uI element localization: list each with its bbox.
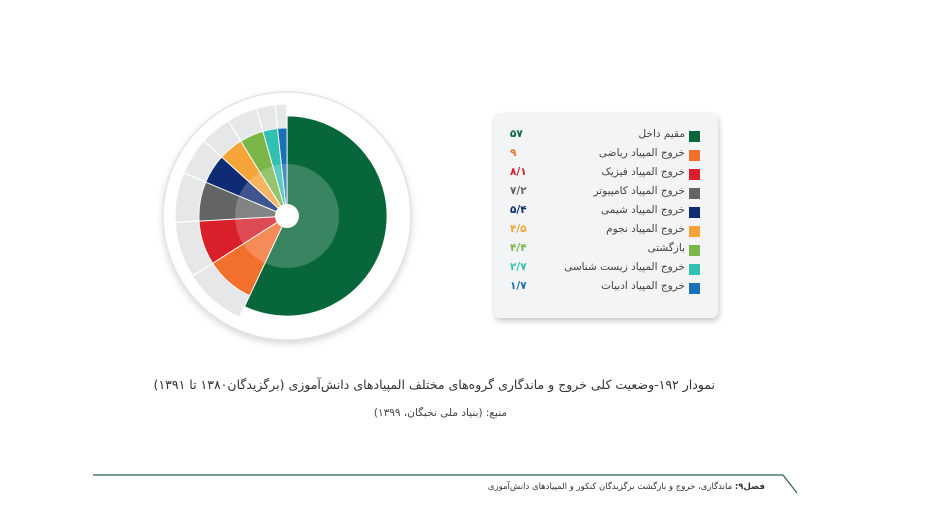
legend-swatch bbox=[689, 188, 700, 199]
legend-value: ۵۷ bbox=[510, 128, 523, 140]
legend-swatch bbox=[689, 264, 700, 275]
legend: مقیم داخل ۵۷ خروج المپیاد ریاضی ۹ خروج المپی… bbox=[494, 113, 718, 318]
legend-item: خروج المپیاد زیست شناسی ۲/۷ bbox=[494, 260, 718, 279]
legend-value: ۸/۱ bbox=[510, 166, 527, 178]
legend-value: ۲/۷ bbox=[510, 261, 527, 273]
legend-item: خروج المپیاد کامپیوتر ۷/۲ bbox=[494, 184, 718, 203]
legend-label: خروج المپیاد نجوم bbox=[606, 223, 685, 235]
footer-title: ماندگاری، خروج و بازگشت برگزیدگان کنکور … bbox=[487, 482, 733, 492]
legend-swatch bbox=[689, 245, 700, 256]
page-footer: فصل۹: ماندگاری، خروج و بازگشت برگزیدگان … bbox=[488, 482, 765, 492]
legend-value: ۱/۷ bbox=[510, 280, 527, 292]
legend-item: خروج المپیاد شیمی ۵/۴ bbox=[494, 203, 718, 222]
pie-slice bbox=[277, 127, 288, 217]
legend-value: ۵/۴ bbox=[510, 204, 527, 216]
legend-swatch bbox=[689, 169, 700, 180]
legend-label: خروج المپیاد فیزیک bbox=[601, 166, 685, 178]
legend-swatch bbox=[689, 226, 700, 237]
legend-label: مقیم داخل bbox=[638, 128, 685, 140]
legend-swatch bbox=[689, 150, 700, 161]
chart-source: منبع: (بنیاد ملی نخبگان، ۱۳۹۹) bbox=[373, 407, 507, 419]
legend-swatch bbox=[689, 131, 700, 142]
legend-value: ۴/۴ bbox=[510, 242, 527, 254]
legend-item: بازگشتی ۴/۴ bbox=[494, 241, 718, 260]
legend-value: ۴/۵ bbox=[510, 223, 527, 235]
legend-swatch bbox=[689, 207, 700, 218]
legend-swatch bbox=[689, 283, 700, 294]
legend-item: خروج المپیاد ریاضی ۹ bbox=[494, 146, 718, 165]
legend-list: مقیم داخل ۵۷ خروج المپیاد ریاضی ۹ خروج المپی… bbox=[494, 127, 718, 298]
legend-label: خروج المپیاد زیست شناسی bbox=[564, 261, 685, 273]
legend-label: خروج المپیاد ادبیات bbox=[601, 280, 685, 292]
legend-item: خروج المپیاد فیزیک ۸/۱ bbox=[494, 165, 718, 184]
footer-chapter: فصل۹: bbox=[734, 482, 765, 492]
chart-caption: نمودار ۱۹۲-وضعیت کلی خروج و ماندگاری گرو… bbox=[153, 377, 715, 392]
legend-item: خروج المپیاد نجوم ۴/۵ bbox=[494, 222, 718, 241]
legend-value: ۹ bbox=[510, 147, 517, 159]
legend-item: مقیم داخل ۵۷ bbox=[494, 127, 718, 146]
legend-label: خروج المپیاد کامپیوتر bbox=[593, 185, 685, 197]
legend-label: بازگشتی bbox=[647, 242, 685, 254]
pie-center-hole bbox=[275, 204, 299, 228]
pie-slice bbox=[243, 115, 388, 317]
legend-item: خروج المپیاد ادبیات ۱/۷ bbox=[494, 279, 718, 298]
footer-rule-corner bbox=[782, 474, 798, 494]
legend-label: خروج المپیاد ریاضی bbox=[598, 147, 685, 159]
legend-value: ۷/۲ bbox=[510, 185, 527, 197]
legend-label: خروج المپیاد شیمی bbox=[601, 204, 685, 216]
